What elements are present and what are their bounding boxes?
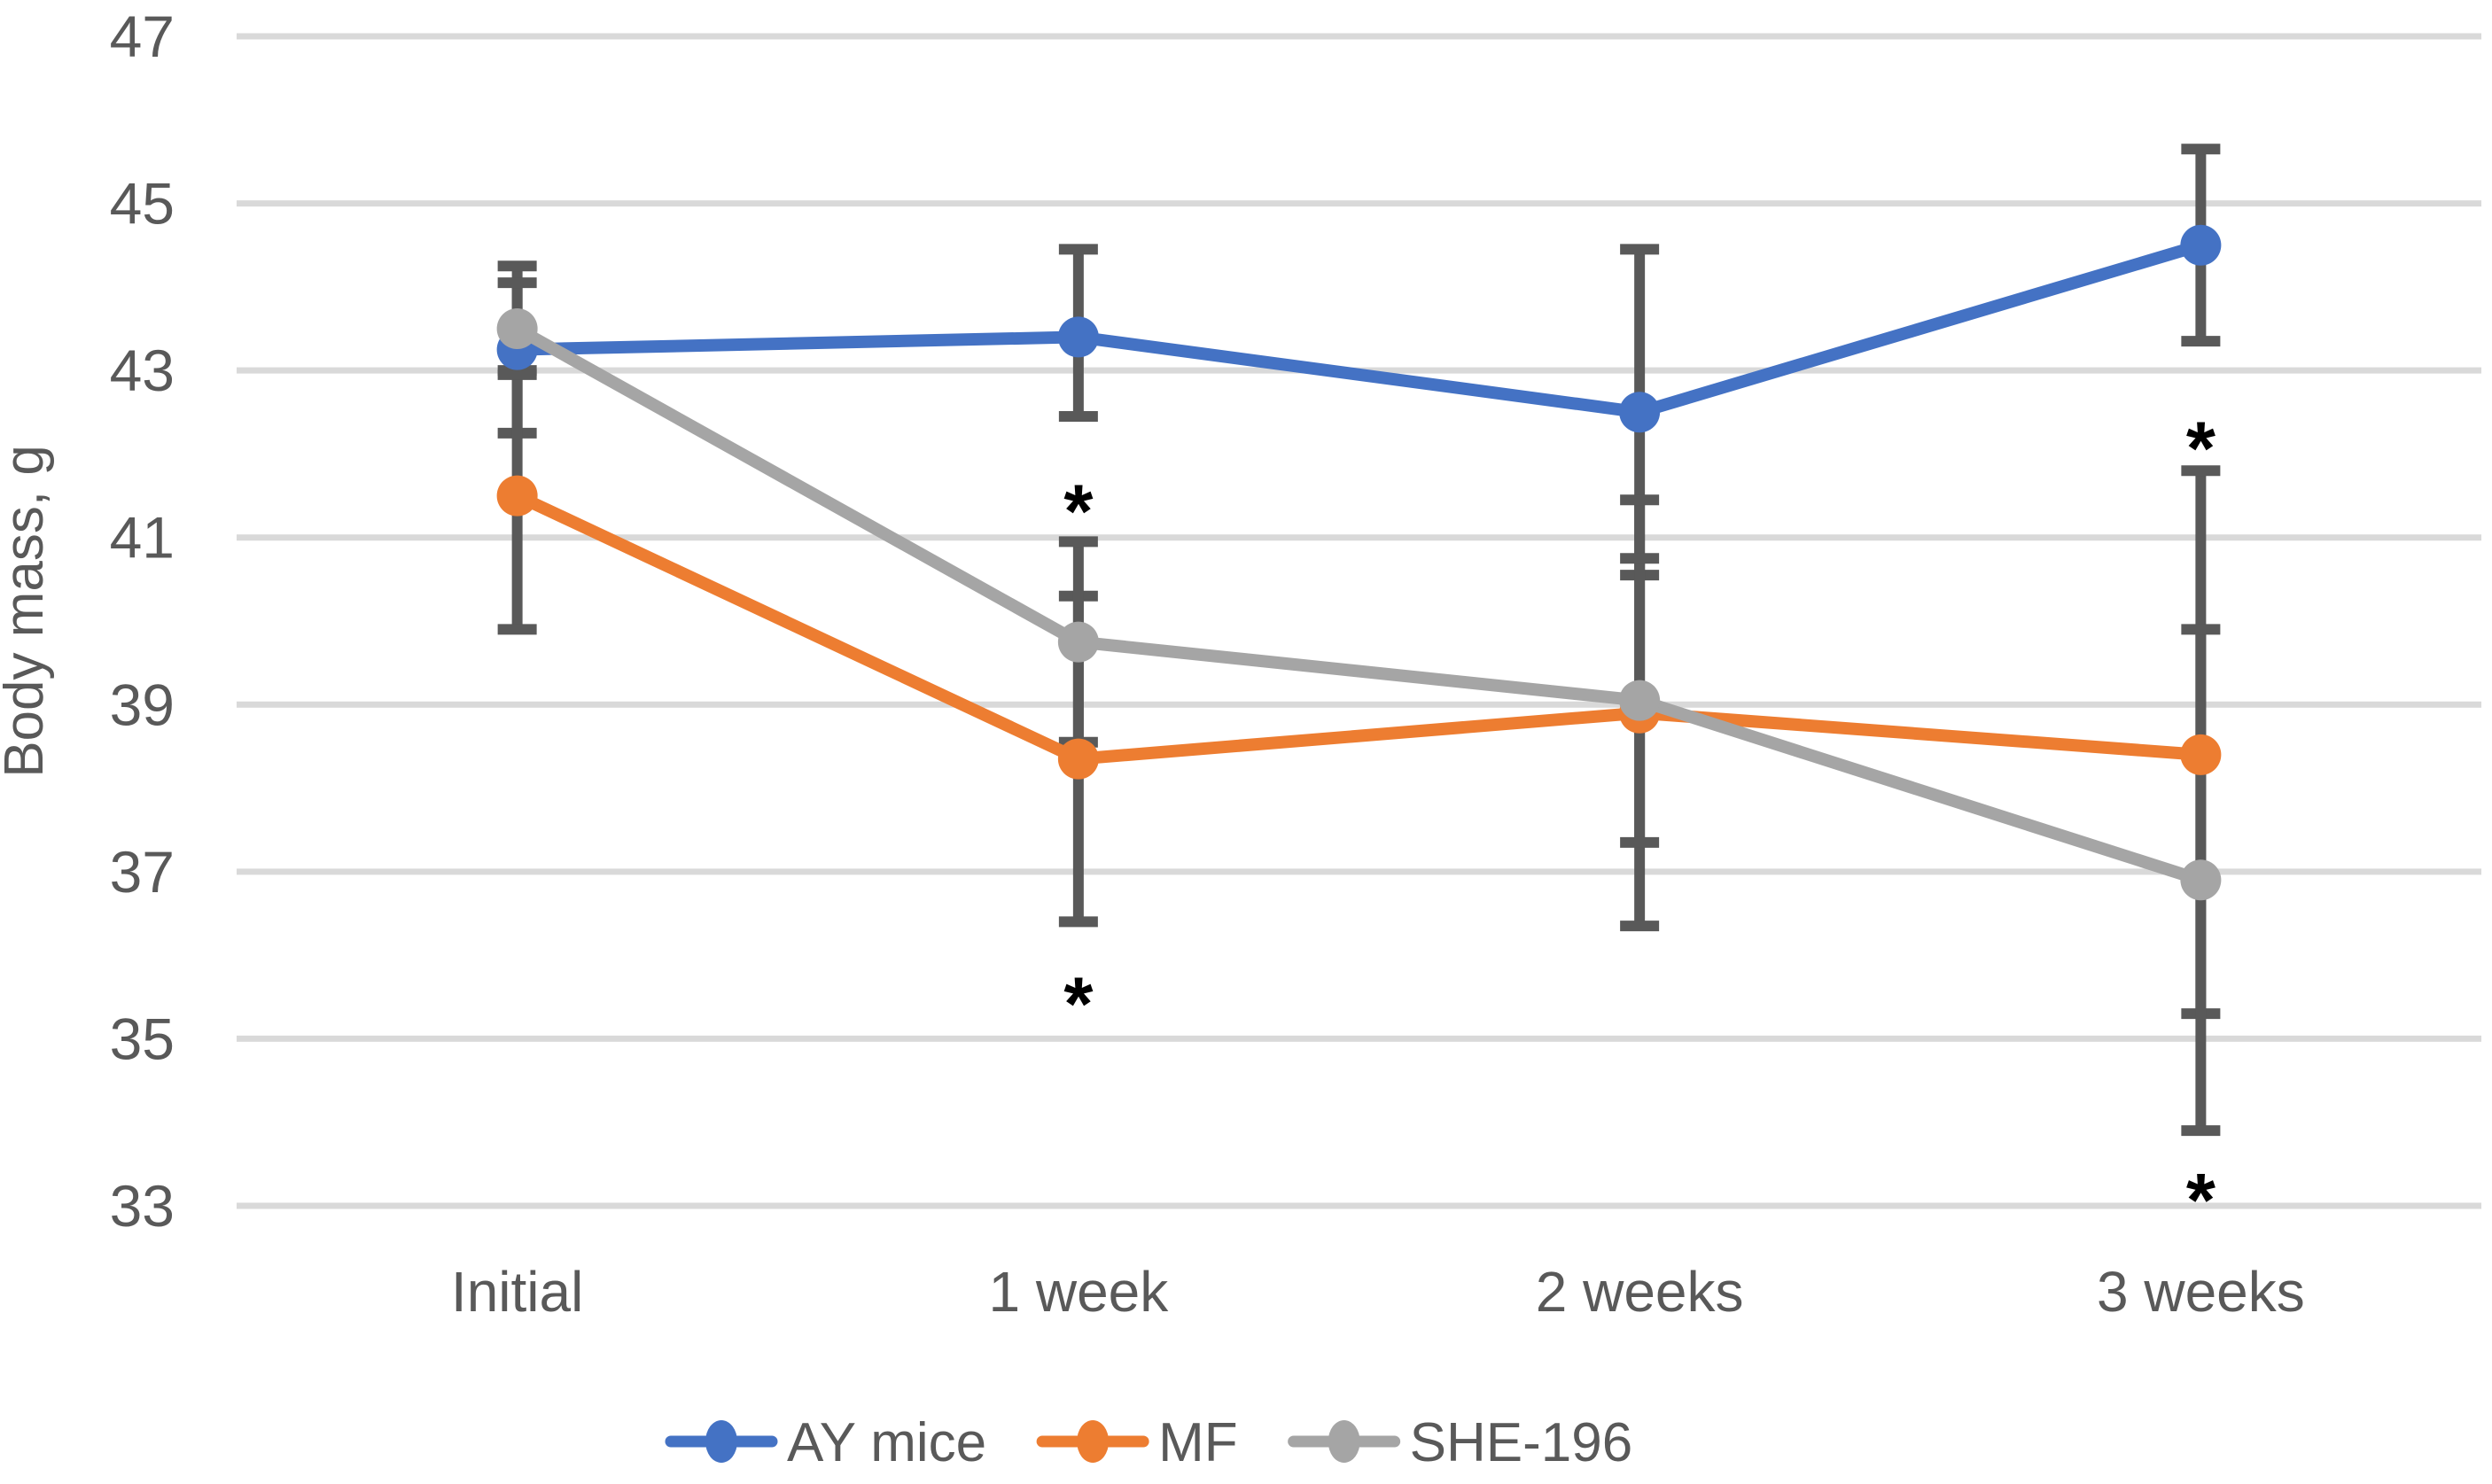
series-line-she-196 — [510, 322, 2208, 887]
y-tick-label: 33 — [110, 1173, 175, 1239]
y-tick-label: 35 — [110, 1006, 175, 1071]
data-point-marker — [1057, 738, 1099, 780]
significance-asterisk: * — [1063, 470, 1093, 554]
legend-marker-icon — [705, 1420, 737, 1463]
x-category-label: 1 week — [988, 1260, 1169, 1324]
significance-asterisk: * — [2186, 408, 2216, 492]
significance-asterisk: * — [1063, 963, 1093, 1047]
legend-item-label: MF — [1158, 1412, 1238, 1473]
data-point-marker — [1619, 680, 1661, 721]
series-line-mf — [510, 489, 2208, 765]
y-tick-label: 47 — [110, 4, 175, 69]
legend-marker-icon — [1077, 1420, 1110, 1463]
series-line-ay-mice — [510, 238, 2208, 419]
data-point-marker — [2180, 734, 2222, 775]
y-tick-label: 45 — [110, 171, 175, 237]
y-tick-label: 37 — [110, 839, 175, 905]
data-point-marker — [1619, 392, 1661, 433]
legend-item-label: AY mice — [787, 1412, 986, 1473]
data-point-marker — [496, 475, 538, 517]
x-category-label: Initial — [451, 1260, 583, 1324]
legend-item-label: SHE-196 — [1410, 1412, 1633, 1473]
significance-asterisk: * — [2186, 1159, 2216, 1243]
x-category-label: 2 weeks — [1536, 1260, 1744, 1324]
data-point-marker — [1057, 621, 1099, 663]
data-point-marker — [2180, 224, 2222, 266]
y-axis-title: Body mass, g — [0, 445, 55, 778]
y-tick-label: 43 — [110, 338, 175, 403]
data-point-marker — [2180, 859, 2222, 901]
y-tick-label: 41 — [110, 505, 175, 571]
x-category-label: 3 weeks — [2097, 1260, 2305, 1324]
y-tick-label: 39 — [110, 672, 175, 737]
data-point-marker — [1057, 316, 1099, 358]
legend-marker-icon — [1328, 1420, 1360, 1463]
data-point-marker — [496, 307, 538, 349]
